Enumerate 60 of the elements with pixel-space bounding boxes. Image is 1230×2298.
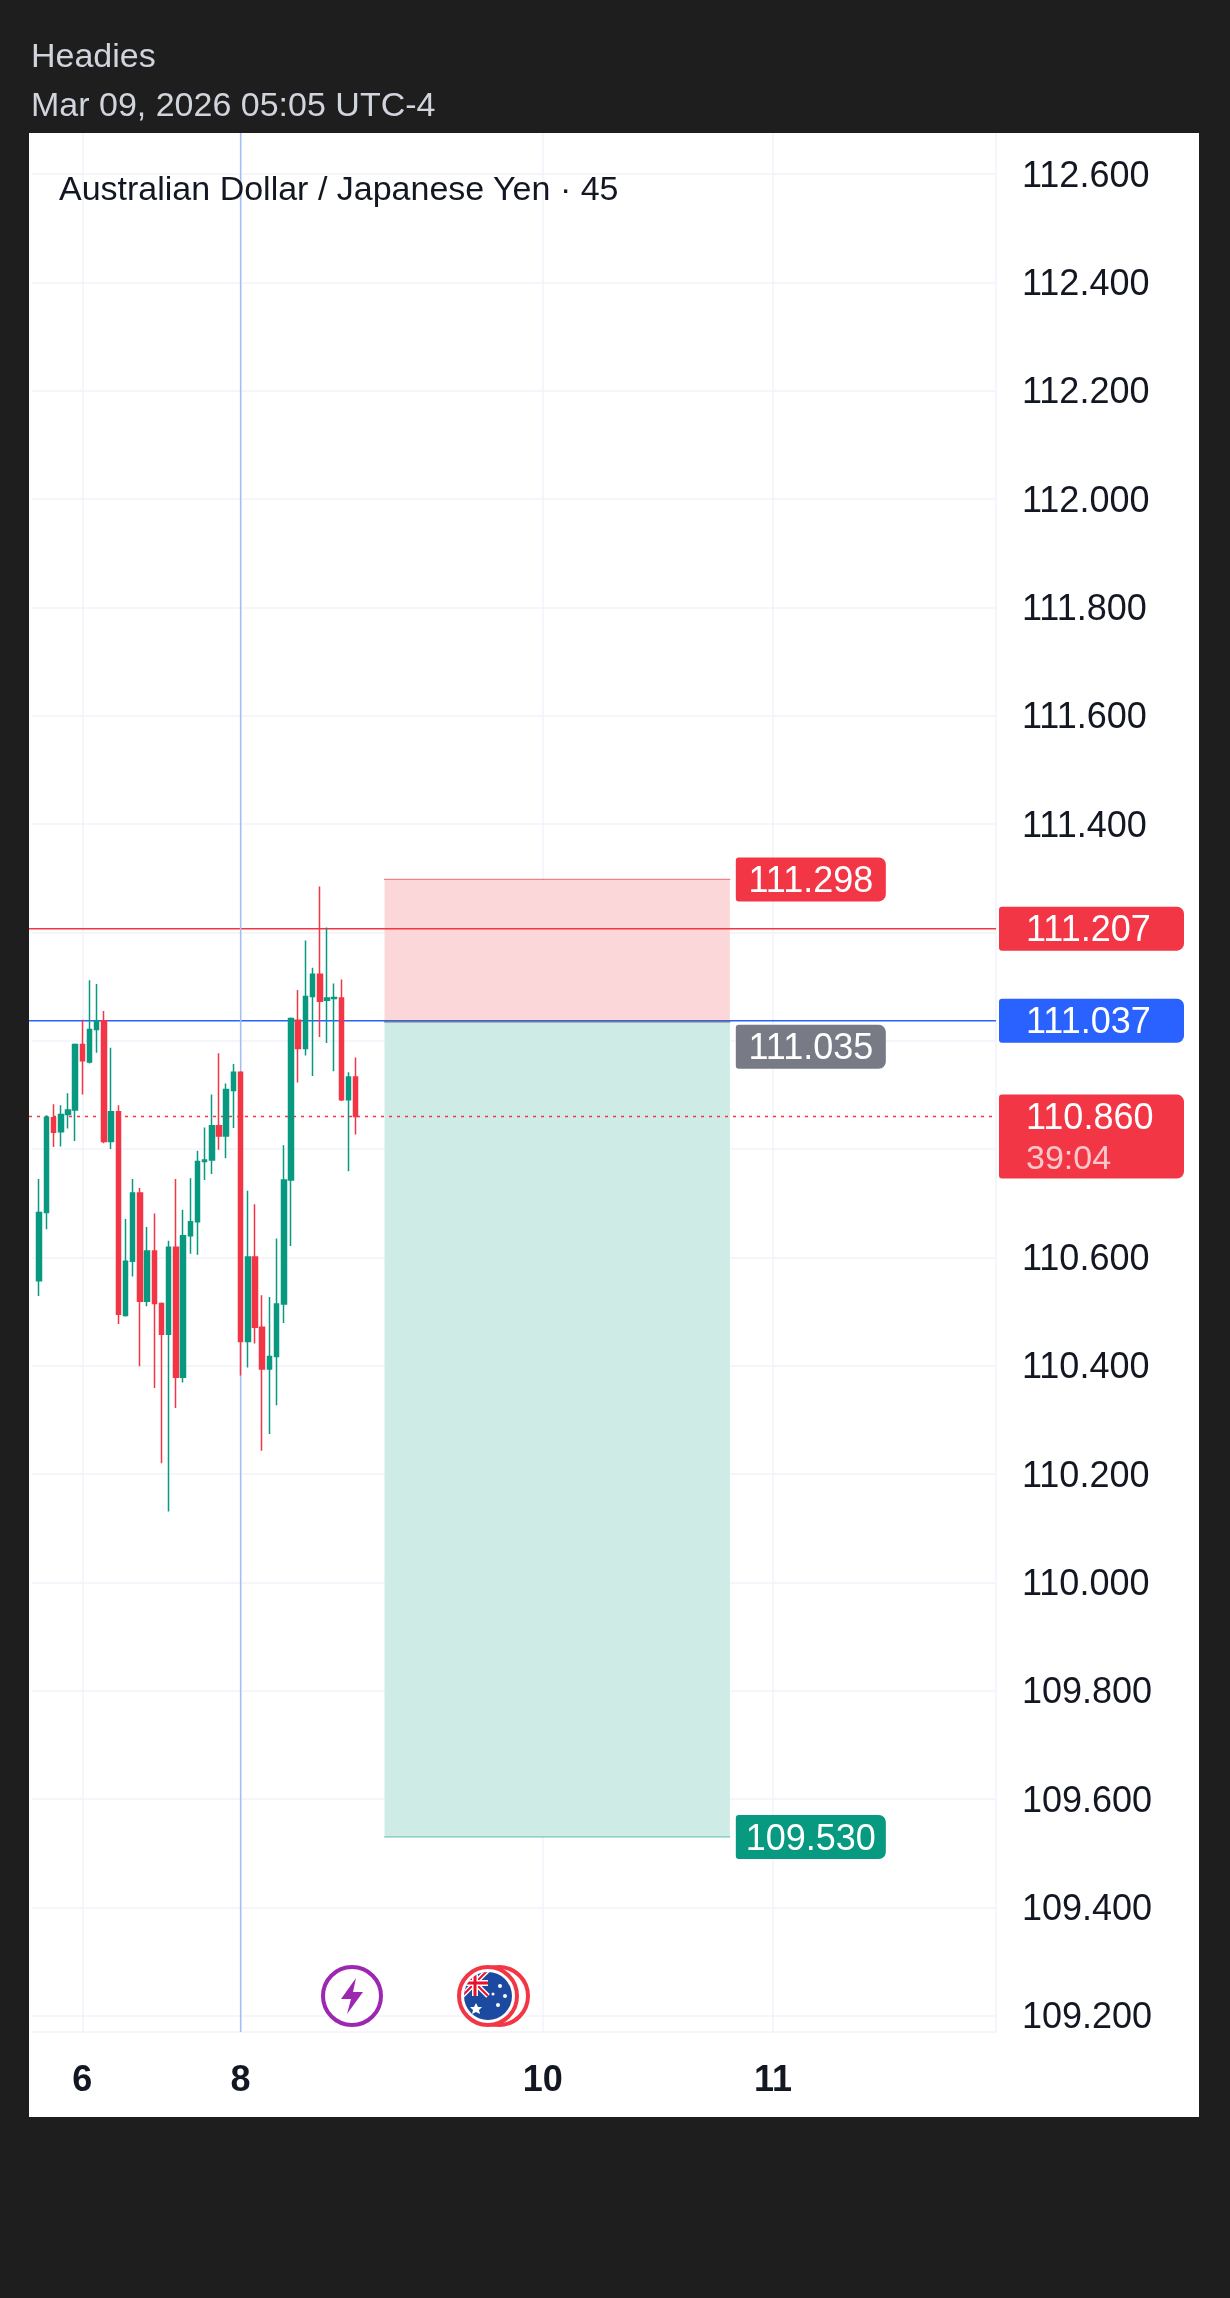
x-tick-label: 6 [72,2057,93,2099]
candlestick [338,978,345,1102]
candlestick [100,1010,108,1144]
candlestick [215,1052,223,1151]
y-tick-label: 112.200 [1022,370,1150,412]
data-label: 111.298 [748,858,874,900]
y-tick-label: 111.600 [1022,695,1147,737]
candlestick [86,979,93,1065]
text: Headies [31,35,156,76]
candlestick [244,1190,252,1369]
ref-line-label: 111.037 [1026,1000,1151,1042]
candlestick [266,1296,273,1435]
candlestick [201,1126,208,1181]
candlestick [122,1218,129,1318]
y-tick-label: 112.400 [1022,261,1150,303]
ref-line-label: 110.860 39:04 [1026,1096,1154,1176]
candlestick [136,1187,144,1368]
y-tick-label: 109.600 [1022,1778,1153,1820]
candlestick [345,1071,352,1173]
candlestick [107,1047,115,1150]
candlestick [309,966,316,1077]
data-label: 111.035 [748,1026,874,1068]
candlestick [179,1209,187,1384]
x-tick-label: 10 [522,2057,563,2099]
candlestick [294,989,302,1084]
candlestick [115,1104,122,1325]
y-tick-label: 111.400 [1022,803,1147,845]
candlestick [208,1093,216,1175]
candlestick [35,1178,43,1297]
candlestick [158,1301,165,1465]
text: Australian Dollar / Japanese Yen · 45 [59,169,619,207]
y-tick-label: 110.600 [1022,1236,1150,1278]
x-tick-label: 8 [230,2057,251,2099]
y-tick-label: 111.800 [1022,586,1147,628]
y-tick-label: 109.800 [1022,1670,1153,1712]
candlestick [302,939,309,1057]
y-tick-label: 109.400 [1022,1886,1153,1928]
y-tick-label: 112.600 [1022,153,1150,195]
y-tick-label: 110.400 [1022,1345,1150,1387]
y-tick-label: 112.000 [1022,478,1150,520]
candlestick [151,1212,158,1389]
text: Mar 09, 2026 05:05 UTC-4 [31,83,436,125]
y-tick-label: 110.000 [1022,1561,1150,1603]
y-tick-label: 109.200 [1022,1995,1153,2037]
candlestick [79,1018,86,1096]
candlestick [194,1150,201,1256]
candlestick [273,1237,280,1407]
ref-line-label: 111.207 [1026,908,1151,950]
candlestick [129,1178,136,1278]
x-tick-label: 11 [753,2057,793,2099]
candlestick [165,1239,172,1513]
candlestick [143,1226,151,1307]
candlestick [172,1178,180,1409]
candlestick [187,1177,194,1255]
candlestick [93,983,100,1054]
candlestick [222,1082,230,1160]
y-tick-label: 110.200 [1022,1453,1150,1495]
candlestick [43,1114,50,1231]
data-label: 109.530 [745,1816,876,1858]
candlestick [230,1063,237,1129]
